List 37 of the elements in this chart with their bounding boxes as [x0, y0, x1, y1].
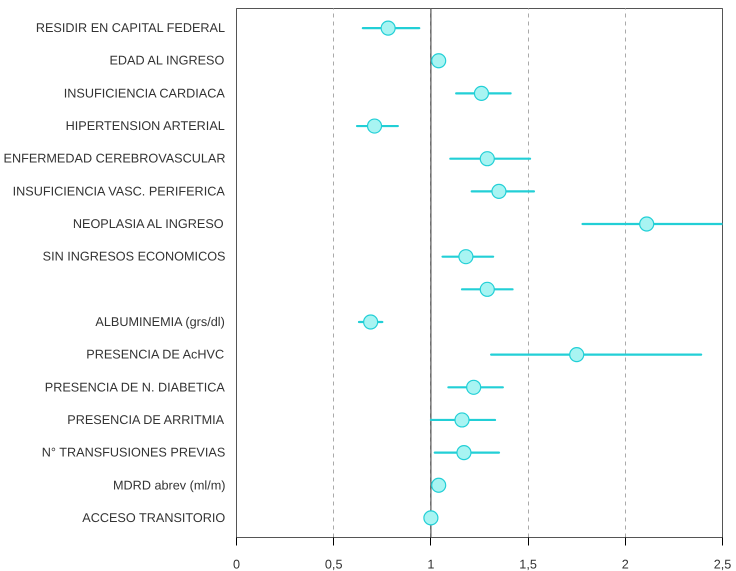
- y-tick-label: N° TRANSFUSIONES PREVIAS: [42, 446, 226, 460]
- point: [454, 412, 470, 428]
- point: [491, 184, 507, 199]
- point: [456, 445, 472, 460]
- y-tick-label: PRESENCIA DE N. DIABETICA: [44, 380, 226, 394]
- x-tick-label: 0,5: [324, 558, 343, 571]
- point: [480, 151, 495, 166]
- x-tick-label: 2,5: [714, 558, 732, 571]
- point: [380, 20, 396, 36]
- point: [569, 347, 584, 362]
- y-tick-label: PRESENCIA DE AcHVC: [86, 348, 224, 362]
- x-tick-label: 2: [622, 558, 629, 571]
- point: [458, 249, 474, 264]
- y-tick-label: INSUFICIENCIA VASC. PERIFERICA: [12, 184, 226, 198]
- x-tick-label: 1,5: [519, 558, 537, 571]
- y-tick-label: ACCESO TRANSITORIO: [82, 510, 226, 525]
- point: [423, 510, 438, 526]
- x-tick-label: 0: [232, 558, 240, 571]
- y-tick-label: MDRD abrev (ml/m): [113, 478, 226, 492]
- point: [474, 86, 490, 101]
- point: [363, 314, 378, 330]
- y-tick-label: RESIDIR EN CAPITAL FEDERAL: [36, 21, 226, 36]
- y-tick-label: SIN INGRESOS ECONOMICOS: [42, 250, 226, 264]
- point: [431, 478, 446, 493]
- x-tick-label: 1: [427, 558, 434, 571]
- y-tick-label: INSUFICIENCIA CARDIACA: [64, 86, 226, 100]
- point: [639, 216, 654, 232]
- point: [480, 282, 495, 297]
- y-tick-label: ENFERMEDAD CEREBROVASCULAR: [4, 152, 226, 166]
- point: [466, 380, 482, 395]
- point: [366, 118, 382, 134]
- y-tick-label: HIPERTENSION ARTERIAL: [66, 119, 225, 134]
- point: [431, 53, 446, 68]
- y-tick-label: PRESENCIA DE ARRITMIA: [67, 412, 225, 427]
- y-tick-label: ALBUMINEMIA (grs/dl): [95, 314, 225, 329]
- y-tick-label: EDAD AL INGRESO: [109, 54, 224, 68]
- y-tick-label: NEOPLASIA AL INGRESO: [72, 217, 224, 232]
